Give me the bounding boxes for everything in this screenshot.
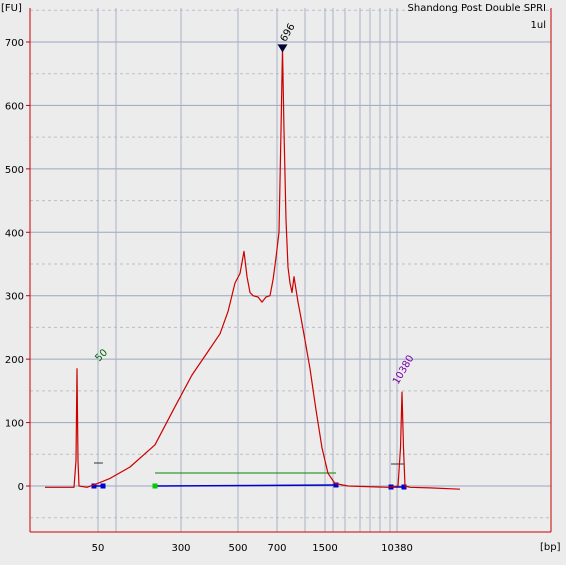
plot-background [30,8,551,532]
x-tick-label: 500 [228,543,247,554]
x-tick-label: 1500 [312,543,337,554]
tick-labels: 0 100 200 300 400 500 600 700 50 300 500 700 1500 103… [5,38,413,554]
y-tick-label: 0 [18,482,24,493]
chart-subtitle: 1ul [531,20,546,31]
x-tick-label: 10380 [381,543,413,554]
x-tick-label: 50 [92,543,105,554]
chart-title: Shandong Post Double SPRI [408,3,546,14]
grid-lines [30,8,551,532]
region-endpoint-marker [152,483,158,489]
y-tick-label: 400 [5,228,24,239]
trace-series [45,47,461,490]
region-endpoint-marker [100,483,106,489]
electropherogram-trace [45,47,461,490]
peak-marker-icon [277,44,288,53]
y-tick-label: 600 [5,101,24,112]
x-tick-label: 300 [171,543,190,554]
y-tick-label: 300 [5,292,24,303]
y-axis-unit: [FU] [1,3,22,14]
region-endpoint-marker [91,483,97,489]
region-endpoint-marker [333,482,339,488]
axes [26,8,552,533]
region-baseline [154,484,337,487]
y-tick-label: 700 [5,38,24,49]
region-endpoint-marker [401,484,407,490]
y-tick-label: 500 [5,165,24,176]
y-tick-label: 200 [5,355,24,366]
y-tick-label: 100 [5,419,24,430]
region-markers [91,462,407,490]
x-axis-unit: [bp] [540,542,561,553]
x-tick-label: 700 [267,543,286,554]
